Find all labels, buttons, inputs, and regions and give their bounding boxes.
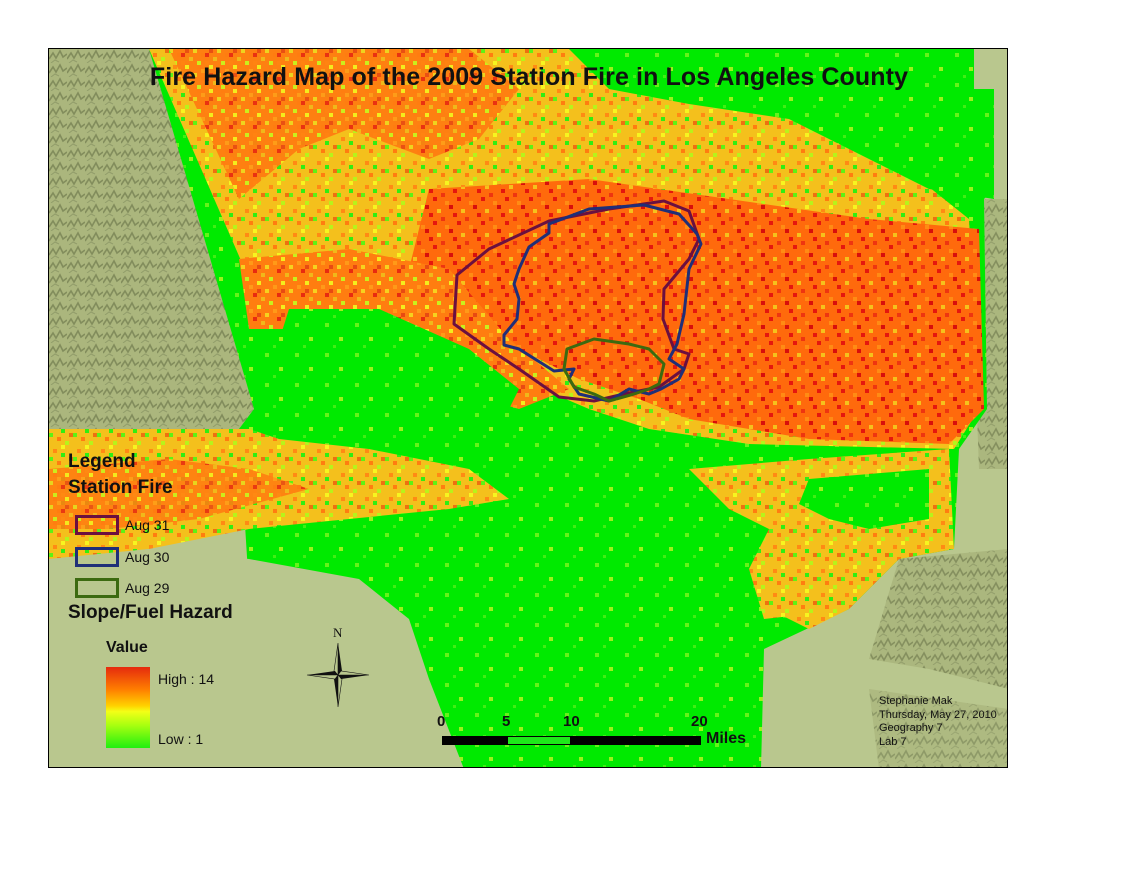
scale-segment: [507, 736, 571, 745]
scale-tick-20: 20: [691, 713, 708, 730]
credit-date: Thursday, May 27, 2010: [879, 708, 997, 721]
hazard-map-canvas: [49, 49, 1007, 767]
hazard-high-core: [399, 179, 984, 444]
scale-tick-5: 5: [502, 713, 511, 730]
hazard-south-patch: [749, 559, 839, 619]
hazard-southwest-orange: [49, 459, 309, 529]
legend-value-label: Value: [106, 639, 148, 656]
scale-bar: [442, 736, 701, 745]
hazard-north-orange: [169, 49, 519, 199]
legend-item-aug-30: Aug 30: [75, 545, 169, 569]
map-frame: Fire Hazard Map of the 2009 Station Fire…: [48, 48, 1008, 768]
fire-perimeters: [452, 199, 703, 403]
hazard-color-ramp: [106, 667, 150, 748]
hazard-east-green-hole: [799, 469, 929, 529]
map-title: Fire Hazard Map of the 2009 Station Fire…: [149, 63, 909, 91]
coast-terrain: [49, 549, 464, 767]
valley-green-central: [264, 309, 519, 439]
hillshade-corner: [869, 689, 1007, 767]
perimeter-swatch-aug-30: [75, 547, 119, 567]
legend-item-aug-29: Aug 29: [75, 576, 169, 600]
scale-segment: [442, 736, 507, 745]
valley-green-north: [569, 49, 994, 199]
north-arrow-icon: [306, 642, 370, 708]
credit-course: Geography 7: [879, 722, 943, 734]
legend-heading: Legend: [68, 451, 136, 472]
scale-tick-10: 10: [563, 713, 580, 730]
legend-label-aug-29: Aug 29: [125, 580, 170, 596]
hillshade-southeast: [869, 549, 1007, 689]
scale-units: Miles: [706, 730, 747, 747]
legend-label-aug-31: Aug 31: [125, 517, 170, 533]
perimeter-aug-30: [502, 203, 703, 403]
legend-hazard-layer: Slope/Fuel Hazard: [68, 602, 233, 623]
hillshade-west: [49, 49, 254, 429]
scale-segment: [571, 736, 701, 745]
legend-fire-layer: Station Fire: [68, 477, 173, 498]
ramp-low-label: Low : 1: [158, 731, 204, 747]
legend-label-aug-30: Aug 30: [125, 549, 170, 565]
perimeter-aug-29: [562, 337, 666, 403]
credit-author: Stephanie Mak: [879, 695, 953, 707]
north-label: N: [333, 625, 343, 640]
legend-item-aug-31: Aug 31: [75, 513, 169, 537]
credit-assignment: Lab 7: [879, 735, 907, 748]
scale-tick-0: 0: [437, 713, 446, 730]
perimeter-swatch-aug-31: [75, 515, 119, 535]
perimeter-swatch-aug-29: [75, 578, 119, 598]
ramp-high-label: High : 14: [158, 671, 215, 687]
map-credits: Stephanie Mak Thursday, May 27, 2010 Geo…: [879, 695, 997, 749]
